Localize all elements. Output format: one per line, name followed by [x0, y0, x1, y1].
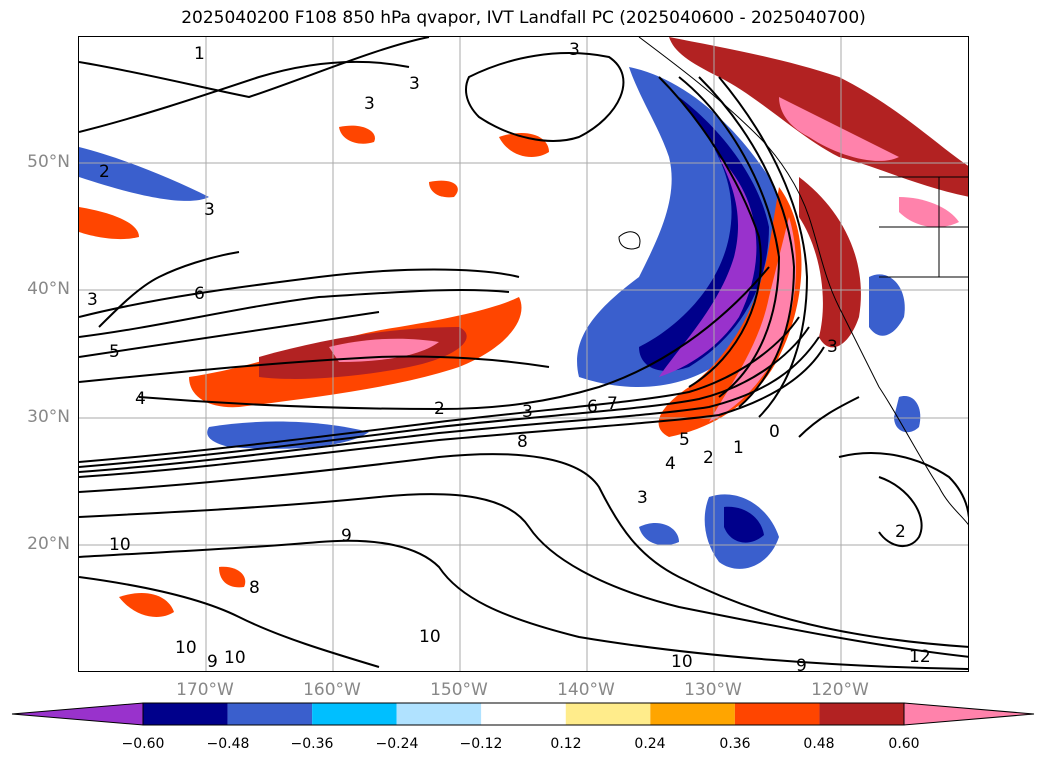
colorbar-segment: [481, 703, 566, 725]
contour-label: 9: [207, 652, 218, 672]
colorbar-tick: −0.48: [206, 736, 250, 752]
contour-label: 12: [909, 647, 931, 667]
colorbar-segment: [227, 703, 313, 725]
contour-label: 4: [135, 389, 146, 409]
lat-label-20n: 20°N: [27, 534, 70, 554]
colorbar-tick: 0.24: [634, 736, 666, 752]
colorbar-tick: 0.12: [550, 736, 582, 752]
contour-label: 2: [434, 399, 445, 419]
lon-label-120w: 120°W: [811, 680, 869, 700]
colorbar-tick: −0.60: [121, 736, 165, 752]
contour-label: 2: [895, 522, 906, 542]
lon-label-150w: 150°W: [430, 680, 488, 700]
colorbar-segment: [143, 703, 228, 725]
contour-label: 10: [671, 652, 693, 672]
lon-label-170w: 170°W: [176, 680, 234, 700]
colorbar-tick: −0.24: [375, 736, 419, 752]
colorbar-extend-high: [903, 702, 1035, 726]
lat-label-40n: 40°N: [27, 279, 70, 299]
contour-label: 5: [679, 430, 690, 450]
colorbar-segment: [312, 703, 397, 725]
contour-lines: [79, 37, 968, 670]
colorbar: [11, 702, 1035, 726]
contour-label: 6: [194, 284, 205, 304]
coastline: [618, 37, 968, 526]
contour-label: 1: [194, 44, 205, 64]
map-plot-area: 1 2 3 3 3 3 3 6 5 4 2 3 6 7 8 5 4 2 1 0 …: [78, 36, 969, 672]
contour-label-group: 1 2 3 3 3 3 3 6 5 4 2 3 6 7 8 5 4 2 1 0 …: [87, 40, 931, 672]
contour-label: 5: [109, 342, 120, 362]
contour-label: 3: [827, 337, 838, 357]
lon-label-160w: 160°W: [303, 680, 361, 700]
colorbar-segment: [734, 703, 820, 725]
contour-label: 1: [733, 438, 744, 458]
map-svg: 1 2 3 3 3 3 3 6 5 4 2 3 6 7 8 5 4 2 1 0 …: [79, 37, 968, 672]
colorbar-border: [142, 702, 905, 726]
lon-label-130w: 130°W: [684, 680, 742, 700]
colorbar-segment: [396, 703, 482, 725]
contour-label: 2: [99, 162, 110, 182]
contour-label: 8: [517, 432, 528, 452]
contour-label: 10: [224, 648, 246, 668]
contour-label: 4: [665, 454, 676, 474]
colorbar-segment: [565, 703, 651, 725]
map-title: 2025040200 F108 850 hPa qvapor, IVT Land…: [181, 8, 866, 28]
contour-label: 9: [341, 526, 352, 546]
colorbar-tick: 0.48: [803, 736, 835, 752]
contour-label: 3: [204, 200, 215, 220]
contour-label: 3: [87, 290, 98, 310]
lat-label-50n: 50°N: [27, 152, 70, 172]
lon-label-140w: 140°W: [557, 680, 615, 700]
lat-label-30n: 30°N: [27, 407, 70, 427]
contour-label: 0: [769, 422, 780, 442]
colorbar-segment: [819, 703, 904, 725]
contour-label: 3: [569, 40, 580, 60]
contour-label: 9: [796, 656, 807, 672]
contour-label: 8: [249, 578, 260, 598]
contour-label: 3: [409, 74, 420, 94]
colorbar-tick: −0.12: [459, 736, 503, 752]
anomaly-fills: [79, 37, 968, 617]
colorbar-tick: 0.60: [888, 736, 920, 752]
contour-label: 6: [587, 397, 598, 417]
contour-label: 3: [364, 94, 375, 114]
colorbar-segment: [650, 703, 735, 725]
contour-label: 3: [637, 488, 648, 508]
colorbar-segments: [11, 702, 1035, 726]
contour-label: 2: [703, 448, 714, 468]
colorbar-tick: 0.36: [719, 736, 751, 752]
colorbar-extend-low: [11, 702, 144, 726]
colorbar-tick: −0.36: [290, 736, 334, 752]
contour-label: 3: [522, 402, 533, 422]
contour-label: 10: [175, 638, 197, 658]
contour-label: 10: [109, 535, 131, 555]
contour-label: 7: [607, 394, 618, 414]
contour-label: 10: [419, 627, 441, 647]
